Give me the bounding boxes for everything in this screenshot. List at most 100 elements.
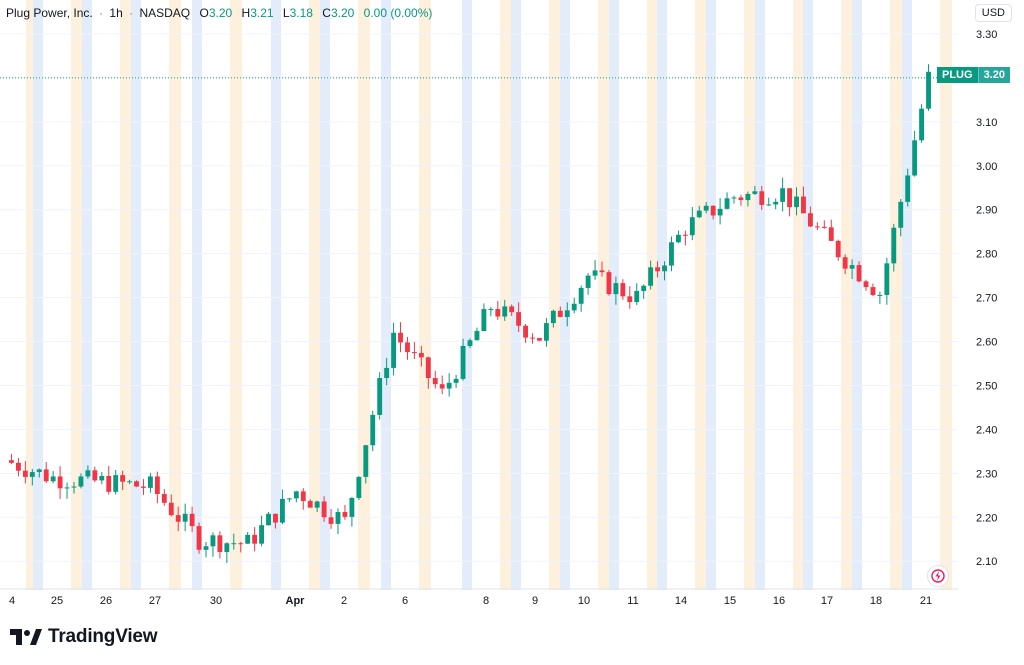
candle xyxy=(120,470,126,491)
price-tick-label: 2.30 xyxy=(976,468,997,480)
candle xyxy=(398,322,403,353)
premarket-band xyxy=(755,0,765,590)
candle xyxy=(662,261,667,281)
candle xyxy=(509,304,515,316)
premarket-band xyxy=(462,0,472,590)
postmarket-band xyxy=(695,0,707,590)
time-tick-label: 8 xyxy=(483,595,489,607)
candle xyxy=(467,338,473,349)
candle xyxy=(877,291,883,304)
candle xyxy=(64,482,70,499)
candle xyxy=(370,410,376,452)
candle xyxy=(884,257,890,305)
candle xyxy=(384,358,390,386)
candle xyxy=(919,104,925,143)
candle xyxy=(411,342,417,359)
interval[interactable]: 1h xyxy=(109,6,123,20)
candle xyxy=(321,496,327,522)
brand-name: TradingView xyxy=(48,626,158,647)
candle xyxy=(85,465,91,480)
price-tick-label: 2.40 xyxy=(976,424,997,436)
candle xyxy=(182,503,188,532)
premarket-band xyxy=(192,0,202,590)
candle xyxy=(460,338,466,381)
candle xyxy=(335,508,341,535)
candle xyxy=(453,374,459,388)
candle xyxy=(71,481,77,494)
candle xyxy=(29,468,35,486)
time-tick-label: 21 xyxy=(920,595,932,607)
candle xyxy=(446,373,452,397)
postmarket-band xyxy=(549,0,561,590)
time-tick-label: 11 xyxy=(627,595,638,607)
time-tick-label: 2 xyxy=(341,595,347,607)
candle xyxy=(203,541,209,558)
premarket-band xyxy=(271,0,281,590)
candle xyxy=(599,261,605,277)
candle xyxy=(92,466,98,483)
candle xyxy=(266,511,271,526)
price-tick-label: 3.10 xyxy=(976,117,997,129)
postmarket-band xyxy=(598,0,610,590)
candle xyxy=(57,466,63,499)
candle xyxy=(905,168,911,207)
time-tick-label: 6 xyxy=(402,595,408,607)
postmarket-band xyxy=(793,0,805,590)
postmarket-band xyxy=(500,0,512,590)
candle xyxy=(405,336,410,360)
candle xyxy=(224,542,230,563)
candle xyxy=(349,497,355,527)
postmarket-band xyxy=(230,0,242,590)
candle xyxy=(738,194,744,206)
candle xyxy=(828,219,834,242)
candle xyxy=(168,494,174,517)
postmarket-band xyxy=(940,0,952,590)
candle xyxy=(286,497,292,502)
candle xyxy=(710,205,716,220)
candle xyxy=(773,198,779,210)
time-tick-label: 30 xyxy=(210,595,222,607)
close-label: C xyxy=(322,6,331,20)
candle xyxy=(273,513,278,529)
candle xyxy=(36,468,42,478)
candle xyxy=(300,488,306,510)
candle xyxy=(99,472,105,485)
time-tick-label: Apr xyxy=(286,595,306,607)
high-label: H xyxy=(241,6,251,20)
candle xyxy=(814,222,820,231)
candle xyxy=(620,279,626,300)
candle xyxy=(147,472,153,493)
brand-footer[interactable]: TradingView xyxy=(10,626,158,648)
price-tick-label: 2.20 xyxy=(976,512,997,524)
price-axis[interactable]: 2.10 2.20 2.30 2.40 2.50 2.60 2.70 2.80 2.90 3.00… xyxy=(976,29,997,568)
candle xyxy=(571,297,577,314)
premarket-band xyxy=(320,0,330,590)
currency-button[interactable]: USD xyxy=(974,4,1012,22)
postmarket-band xyxy=(120,0,132,590)
change-value: 0.00 (0.00%) xyxy=(363,6,433,20)
candle xyxy=(425,356,431,389)
price-tick-label: 2.60 xyxy=(976,337,997,349)
candle xyxy=(766,197,772,207)
time-axis[interactable]: 4 25 26 27 30 Apr 2 6 8 9 10 11 14 15 16 17 18 21 xyxy=(9,595,932,607)
candle xyxy=(703,202,709,214)
premarket-band xyxy=(131,0,141,590)
time-tick-label: 27 xyxy=(149,595,161,607)
candle xyxy=(113,469,119,495)
candle xyxy=(530,333,535,344)
flash-icon[interactable] xyxy=(927,565,949,587)
candle xyxy=(675,230,681,244)
time-tick-label: 9 xyxy=(532,595,538,607)
candle xyxy=(189,506,195,533)
price-tick-label: 3.00 xyxy=(976,161,997,173)
candle xyxy=(898,199,904,237)
candle xyxy=(752,185,758,195)
candle xyxy=(780,177,786,212)
candle xyxy=(550,309,556,328)
candle xyxy=(141,479,146,495)
grid-lines xyxy=(0,33,958,562)
symbol-name[interactable]: Plug Power, Inc. xyxy=(6,6,93,20)
legend-header: Plug Power, Inc. · 1h · NASDAQ O3.20 H3.… xyxy=(6,6,433,20)
high-value: 3.21 xyxy=(250,6,274,20)
